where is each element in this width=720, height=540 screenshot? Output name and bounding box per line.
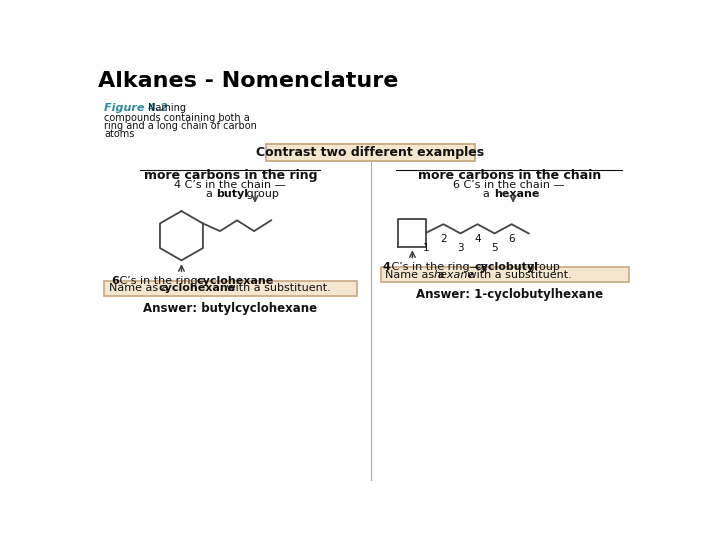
- Text: a: a: [206, 189, 216, 199]
- Text: group: group: [243, 189, 279, 199]
- Text: Name as a: Name as a: [385, 269, 449, 280]
- Text: C’s in the ring—a: C’s in the ring—a: [387, 262, 491, 272]
- Text: Alkanes - Nomenclature: Alkanes - Nomenclature: [98, 71, 398, 91]
- Text: with a substituent.: with a substituent.: [222, 284, 330, 293]
- Text: Figure 4.2: Figure 4.2: [104, 103, 168, 113]
- Text: Contrast two different examples: Contrast two different examples: [256, 146, 485, 159]
- Text: 4 C’s in the chain —: 4 C’s in the chain —: [174, 179, 286, 190]
- Text: 4: 4: [383, 262, 391, 272]
- FancyBboxPatch shape: [266, 144, 475, 161]
- Text: 1: 1: [423, 242, 430, 253]
- FancyBboxPatch shape: [104, 281, 356, 296]
- Text: cyclohexane: cyclohexane: [158, 284, 235, 293]
- Text: cyclohexane: cyclohexane: [197, 276, 274, 286]
- Text: more carbons in the ring: more carbons in the ring: [143, 168, 317, 182]
- Text: Answer: 1-cyclobutylhexane: Answer: 1-cyclobutylhexane: [415, 288, 603, 301]
- Text: with a substituent.: with a substituent.: [464, 269, 571, 280]
- Text: butyl: butyl: [216, 189, 248, 199]
- Text: compounds containing both a: compounds containing both a: [104, 112, 250, 123]
- Text: more carbons in the chain: more carbons in the chain: [418, 168, 601, 182]
- Text: 2: 2: [440, 234, 446, 244]
- Text: C’s in the ring—: C’s in the ring—: [117, 276, 209, 286]
- FancyBboxPatch shape: [381, 267, 629, 282]
- Text: hexane: hexane: [494, 189, 539, 199]
- Text: Name as a: Name as a: [109, 284, 171, 293]
- Text: 6 C’s in the chain —: 6 C’s in the chain —: [454, 179, 565, 190]
- Text: Answer: butylcyclohexane: Answer: butylcyclohexane: [143, 302, 318, 315]
- Text: 6: 6: [112, 276, 120, 286]
- Text: atoms: atoms: [104, 130, 135, 139]
- Text: 4: 4: [474, 234, 481, 244]
- Text: ring and a long chain of carbon: ring and a long chain of carbon: [104, 121, 257, 131]
- Text: group: group: [524, 262, 560, 272]
- Text: 6: 6: [508, 234, 515, 244]
- Text: cyclobutyl: cyclobutyl: [474, 262, 539, 272]
- Text: 5: 5: [491, 244, 498, 253]
- Text: Naming: Naming: [148, 103, 186, 113]
- Text: 3: 3: [457, 244, 464, 253]
- Text: a: a: [483, 189, 494, 199]
- Text: hexane: hexane: [434, 269, 475, 280]
